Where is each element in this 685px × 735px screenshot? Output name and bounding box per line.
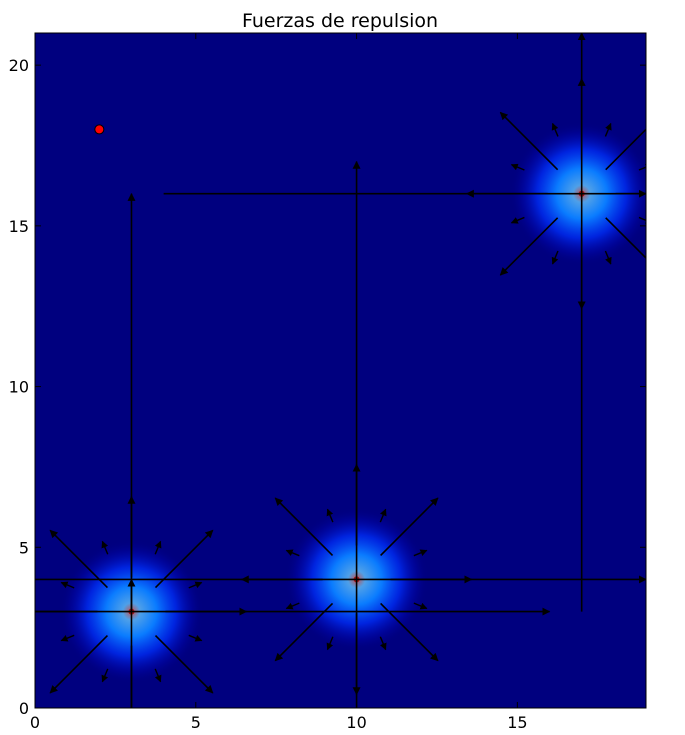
force-arrow <box>285 602 300 610</box>
force-arrow <box>60 634 75 642</box>
y-axis: 0 5 10 15 20 <box>9 56 646 718</box>
force-arrows-layer <box>35 77 646 708</box>
chart-title: Fuerzas de repulsion <box>242 10 438 32</box>
x-tick-label: 10 <box>346 713 366 732</box>
force-arrow <box>638 216 646 224</box>
y-tick-label: 15 <box>9 217 29 236</box>
force-arrow <box>604 250 612 265</box>
force-arrow <box>274 497 334 556</box>
goal-layer <box>94 124 105 135</box>
force-arrow <box>326 508 334 523</box>
y-tick-label: 5 <box>19 538 29 557</box>
x-tick-label: 15 <box>507 713 527 732</box>
x-tick-label: 5 <box>191 713 201 732</box>
force-arrow <box>413 549 428 557</box>
force-arrow <box>551 122 559 137</box>
force-arrow <box>154 668 162 683</box>
y-tick-label: 20 <box>9 56 29 75</box>
x-tick-label: 0 <box>30 713 40 732</box>
force-arrow <box>380 497 439 556</box>
force-arrow <box>499 111 559 171</box>
force-arrow <box>380 602 439 662</box>
force-arrow <box>326 636 334 651</box>
force-arrow <box>60 581 75 589</box>
x-axis: 0 5 10 15 <box>30 33 528 732</box>
force-arrow <box>551 250 559 265</box>
force-arrow <box>154 540 162 555</box>
force-arrow <box>101 540 109 555</box>
force-arrow <box>49 529 108 589</box>
force-arrow <box>510 163 525 171</box>
y-tick-label: 0 <box>19 699 29 718</box>
force-arrow <box>154 529 214 589</box>
force-arrow <box>499 217 559 276</box>
plot-frame <box>34 32 647 709</box>
force-arrow <box>154 635 214 694</box>
force-arrow <box>605 128 646 171</box>
force-arrow <box>379 508 387 523</box>
force-arrow <box>188 634 203 642</box>
force-arrow <box>638 163 646 171</box>
force-arrow <box>604 122 612 137</box>
force-arrow <box>49 635 108 694</box>
force-arrow <box>379 636 387 651</box>
force-arrow <box>274 602 334 662</box>
force-arrow <box>510 216 525 224</box>
goal-point <box>94 124 105 135</box>
force-arrow <box>101 668 109 683</box>
y-tick-label: 10 <box>9 378 29 397</box>
force-arrow <box>413 602 428 610</box>
force-arrow <box>285 549 300 557</box>
force-arrow <box>188 581 203 589</box>
force-arrow <box>605 217 646 260</box>
